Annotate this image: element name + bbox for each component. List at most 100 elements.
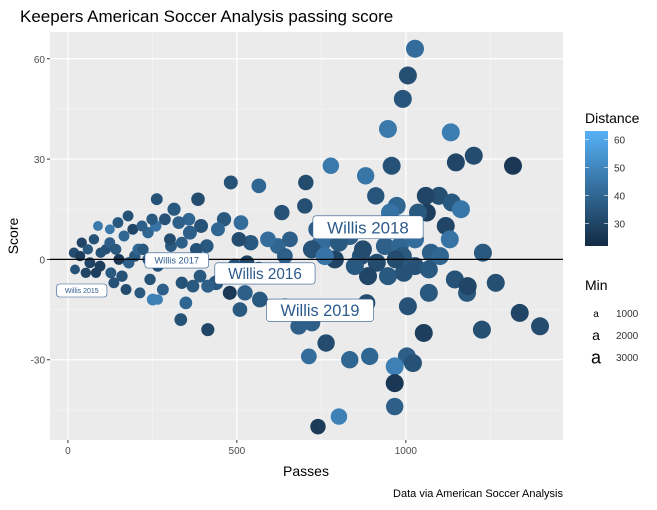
- color-legend-label: 50: [614, 163, 626, 174]
- data-point: [182, 225, 197, 240]
- data-point: [233, 215, 249, 230]
- data-point: [122, 210, 134, 222]
- data-point: [127, 223, 139, 235]
- y-tick-label: -30: [31, 356, 46, 367]
- x-tick-label: 0: [65, 446, 71, 457]
- data-point: [315, 247, 334, 266]
- chart-title: Keepers American Soccer Analysis passing…: [20, 7, 393, 26]
- data-point: [84, 257, 96, 269]
- data-point: [201, 323, 215, 337]
- data-point: [174, 313, 188, 326]
- data-point: [458, 277, 477, 296]
- data-point: [464, 146, 483, 165]
- point-label: Willis 2019: [281, 302, 360, 320]
- data-point: [120, 284, 132, 295]
- point-label-box: [56, 283, 108, 298]
- color-bar: [585, 131, 608, 246]
- plot-panel: [50, 32, 563, 440]
- color-legend-label: 40: [614, 192, 626, 203]
- point-label-box: [214, 262, 316, 285]
- y-tick-label: 0: [39, 255, 45, 266]
- size-legend-key: a: [593, 309, 599, 320]
- data-point: [158, 213, 171, 226]
- axes: 0 500 1000 -30 0 30 60: [31, 55, 418, 457]
- data-point: [297, 198, 313, 214]
- data-point: [378, 267, 397, 286]
- data-point: [251, 291, 268, 308]
- data-point: [416, 186, 435, 205]
- data-point: [359, 267, 378, 286]
- point-label: Willis 2018: [327, 218, 409, 237]
- data-point: [419, 283, 438, 302]
- data-point: [330, 408, 348, 425]
- data-point: [378, 119, 397, 138]
- data-point: [353, 240, 372, 259]
- data-point: [88, 234, 100, 245]
- data-point: [419, 260, 438, 279]
- data-point: [276, 248, 293, 264]
- data-point: [116, 270, 128, 282]
- data-point: [179, 296, 193, 310]
- data-point: [210, 222, 225, 237]
- data-point: [222, 285, 237, 300]
- point-label-box: [266, 298, 374, 322]
- data-point: [403, 354, 422, 373]
- data-point: [110, 243, 122, 255]
- data-point: [414, 323, 433, 342]
- data-point: [118, 230, 130, 242]
- data-point: [82, 244, 94, 255]
- data-point: [440, 230, 459, 249]
- y-tick-label: 60: [34, 55, 46, 66]
- data-point: [243, 234, 259, 251]
- x-tick-label: 1000: [395, 446, 418, 457]
- color-legend-title: Distance: [585, 110, 640, 126]
- data-point: [112, 217, 124, 229]
- size-legend-label: 3000: [616, 353, 639, 364]
- data-point: [405, 39, 424, 58]
- data-point: [93, 221, 103, 231]
- data-point: [193, 269, 207, 283]
- data-point: [298, 174, 314, 191]
- color-legend-label: 60: [614, 135, 626, 146]
- data-point: [134, 287, 146, 299]
- data-point: [90, 267, 102, 278]
- data-point: [367, 253, 386, 272]
- data-point: [156, 283, 169, 296]
- data-point: [104, 224, 115, 235]
- data-point: [231, 231, 247, 247]
- data-point: [310, 418, 326, 435]
- point-label: Willis 2017: [155, 256, 199, 266]
- legend: Distance 30 40 50 60 Min a 1000 a 2000 a 3000: [585, 110, 640, 367]
- point-label: Willis 2015: [65, 288, 99, 295]
- player-labels: Willis 2015 Willis 2017 Willis 2016 Willis …: [56, 215, 424, 322]
- data-point: [405, 257, 424, 276]
- data-point: [385, 357, 404, 376]
- data-point: [451, 200, 470, 219]
- data-point: [137, 243, 149, 256]
- data-point: [172, 216, 186, 229]
- x-axis-title: Passes: [283, 463, 329, 479]
- data-point: [473, 243, 492, 262]
- data-point: [472, 320, 491, 339]
- point-label: Willis 2016: [228, 266, 302, 283]
- data-point: [382, 156, 401, 175]
- data-point: [95, 247, 106, 258]
- data-point: [80, 267, 92, 278]
- data-point: [70, 264, 80, 275]
- data-point: [341, 351, 359, 369]
- data-point: [274, 204, 290, 221]
- data-point: [74, 250, 86, 262]
- color-legend-label: 30: [614, 220, 626, 231]
- x-tick-label: 500: [229, 446, 246, 457]
- data-point: [146, 213, 158, 225]
- data-point: [175, 236, 188, 249]
- data-point: [232, 302, 248, 317]
- data-point: [393, 89, 412, 108]
- data-point: [182, 212, 196, 226]
- data-point: [430, 247, 449, 266]
- data-point: [105, 267, 117, 279]
- data-point: [386, 397, 404, 416]
- data-point: [345, 257, 364, 276]
- data-point: [531, 317, 550, 336]
